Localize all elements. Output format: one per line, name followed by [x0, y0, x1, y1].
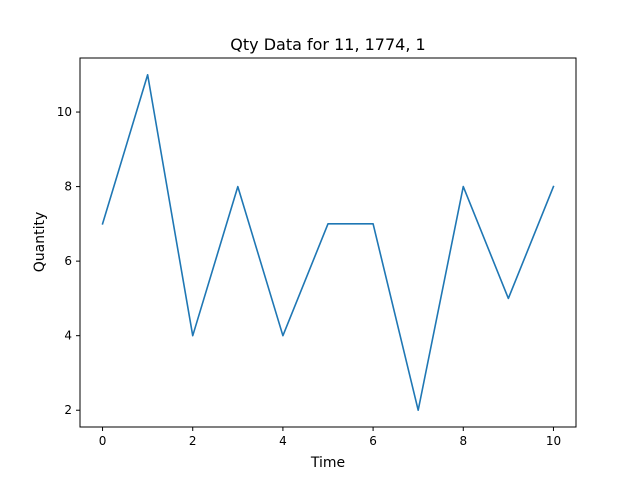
y-tick-label: 2: [64, 403, 72, 417]
y-tick-label: 6: [64, 254, 72, 268]
x-tick-label: 4: [279, 434, 287, 448]
chart-title: Qty Data for 11, 1774, 1: [230, 35, 425, 54]
x-tick-label: 2: [189, 434, 197, 448]
x-axis: 0 2 4 6 8 10: [99, 427, 561, 448]
series-line: [101, 73, 555, 412]
x-tick-label: 6: [369, 434, 377, 448]
x-axis-label: Time: [310, 455, 345, 471]
x-tick-label: 10: [546, 434, 561, 448]
x-tick-label: 8: [459, 434, 467, 448]
y-tick-label: 8: [64, 180, 72, 194]
y-tick-label: 10: [57, 105, 72, 119]
y-tick-label: 4: [64, 329, 72, 343]
series-layer: [101, 73, 555, 412]
y-axis: 2 4 6 8 10: [57, 105, 80, 417]
plot-frame: [79, 57, 577, 428]
x-tick-label: 0: [99, 434, 107, 448]
y-axis-label: Quantity: [32, 212, 48, 273]
